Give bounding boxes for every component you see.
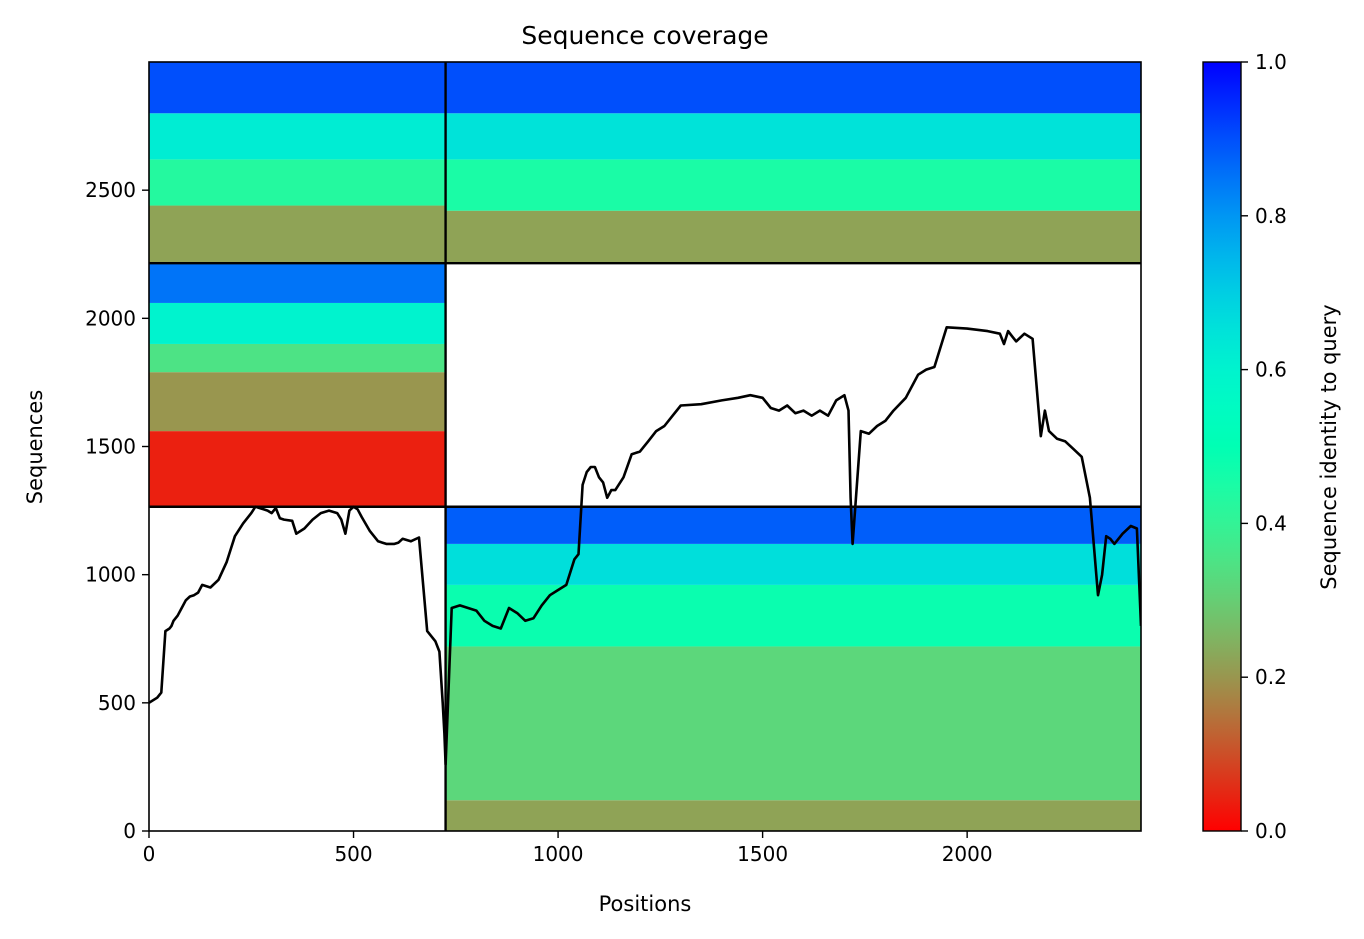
- y-tick-label: 1000: [85, 563, 136, 587]
- x-tick-label: 1000: [533, 842, 584, 866]
- y-tick-label: 500: [98, 691, 136, 715]
- heatmap-band: [149, 372, 446, 432]
- heatmap-band: [445, 506, 1141, 544]
- x-axis-title: Positions: [599, 892, 692, 916]
- heatmap-band: [445, 584, 1141, 647]
- heatmap-band: [445, 800, 1141, 831]
- y-axis-title: Sequences: [23, 390, 47, 505]
- heatmap-band: [149, 159, 446, 206]
- heatmap-band: [445, 543, 1141, 585]
- heatmap-band: [445, 159, 1141, 211]
- colorbar-tick-label: 0.4: [1255, 511, 1287, 535]
- coverage-line: [149, 325, 1141, 766]
- heatmap-band: [149, 302, 446, 344]
- heatmap-band: [149, 343, 446, 373]
- chain-boundaries: [149, 62, 1141, 831]
- heatmap-band: [149, 431, 446, 507]
- x-tick-label: 0: [143, 842, 156, 866]
- colorbar-tick-label: 0.8: [1255, 204, 1287, 228]
- heatmap-blocks: [149, 62, 1141, 831]
- colorbar-ticks: 0.0 0.2 0.4 0.6 0.8 1.0: [1241, 50, 1287, 843]
- heatmap-band: [445, 646, 1141, 801]
- x-axis-ticks: 0 500 1000 1500 2000: [143, 831, 993, 866]
- heatmap-band: [149, 263, 446, 303]
- heatmap-band: [149, 62, 446, 114]
- colorbar: [1202, 61, 1242, 832]
- chart-title: Sequence coverage: [521, 21, 768, 50]
- y-tick-label: 1500: [85, 435, 136, 459]
- heatmap-band: [445, 62, 1141, 114]
- heatmap-band: [445, 113, 1141, 160]
- y-tick-label: 2500: [85, 178, 136, 202]
- colorbar-tick-label: 0.2: [1255, 665, 1287, 689]
- heatmap-band: [445, 210, 1141, 264]
- heatmap-band: [149, 205, 446, 264]
- colorbar-tick-label: 1.0: [1255, 50, 1287, 74]
- x-tick-label: 1500: [737, 842, 788, 866]
- coverage-line-layer: [149, 325, 1141, 766]
- y-tick-label: 2000: [85, 306, 136, 330]
- x-tick-label: 2000: [942, 842, 993, 866]
- heatmap-band: [149, 113, 446, 160]
- x-tick-label: 500: [334, 842, 372, 866]
- colorbar-tick-label: 0.6: [1255, 358, 1287, 382]
- y-axis-ticks: 0 500 1000 1500 2000 2500: [85, 178, 149, 843]
- colorbar-title: Sequence identity to query: [1317, 304, 1341, 589]
- y-tick-label: 0: [123, 819, 136, 843]
- colorbar-tick-label: 0.0: [1255, 819, 1287, 843]
